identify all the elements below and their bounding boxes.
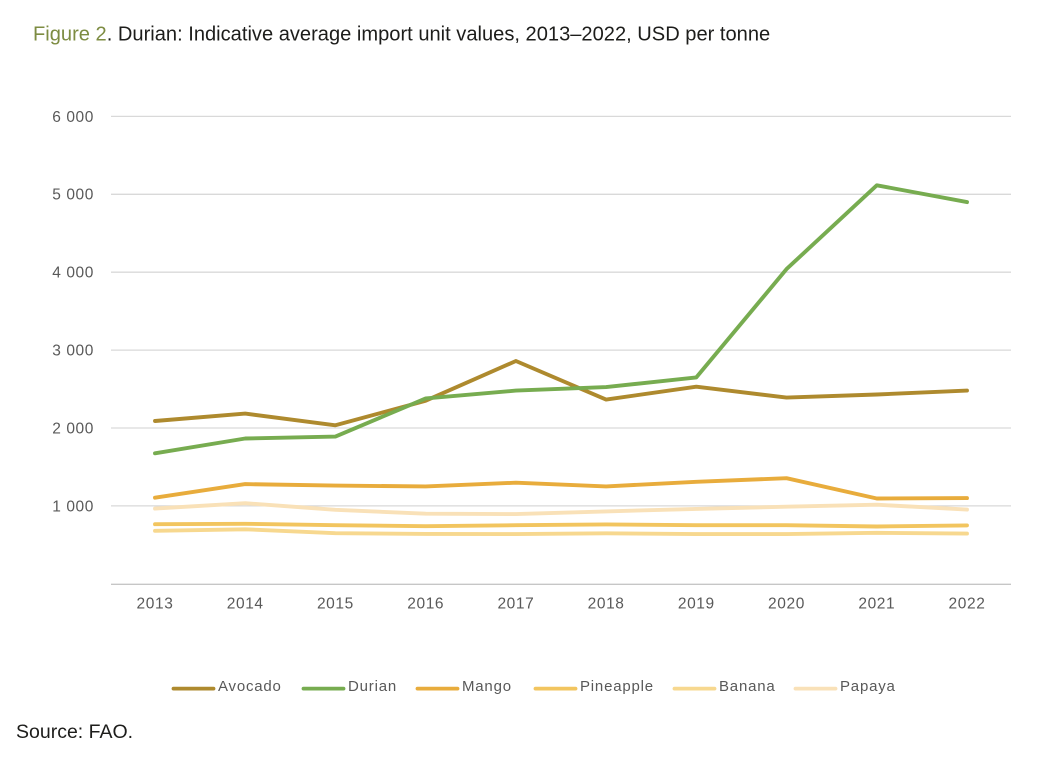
svg-text:2015: 2015 xyxy=(317,595,354,612)
svg-text:Avocado: Avocado xyxy=(218,678,282,695)
svg-text:6 000: 6 000 xyxy=(52,109,94,126)
svg-text:Source: FAO.: Source: FAO. xyxy=(16,721,133,743)
svg-text:Papaya: Papaya xyxy=(840,678,896,695)
svg-text:Pineapple: Pineapple xyxy=(580,678,654,695)
svg-text:2020: 2020 xyxy=(768,595,805,612)
svg-text:Mango: Mango xyxy=(462,678,512,695)
svg-text:2017: 2017 xyxy=(497,595,534,612)
svg-text:5 000: 5 000 xyxy=(52,187,94,204)
svg-text:2 000: 2 000 xyxy=(52,420,94,437)
svg-text:2022: 2022 xyxy=(949,595,986,612)
svg-text:2014: 2014 xyxy=(227,595,264,612)
svg-text:1 000: 1 000 xyxy=(52,498,94,515)
svg-text:2021: 2021 xyxy=(858,595,895,612)
svg-text:2013: 2013 xyxy=(137,595,174,612)
svg-text:3 000: 3 000 xyxy=(52,343,94,360)
svg-text:Durian: Durian xyxy=(348,678,397,695)
svg-text:2019: 2019 xyxy=(678,595,715,612)
svg-text:Figure 2. Durian: Indicative a: Figure 2. Durian: Indicative average imp… xyxy=(33,24,770,46)
svg-text:2016: 2016 xyxy=(407,595,444,612)
svg-text:2018: 2018 xyxy=(588,595,625,612)
svg-text:Banana: Banana xyxy=(719,678,776,695)
svg-text:4 000: 4 000 xyxy=(52,265,94,282)
